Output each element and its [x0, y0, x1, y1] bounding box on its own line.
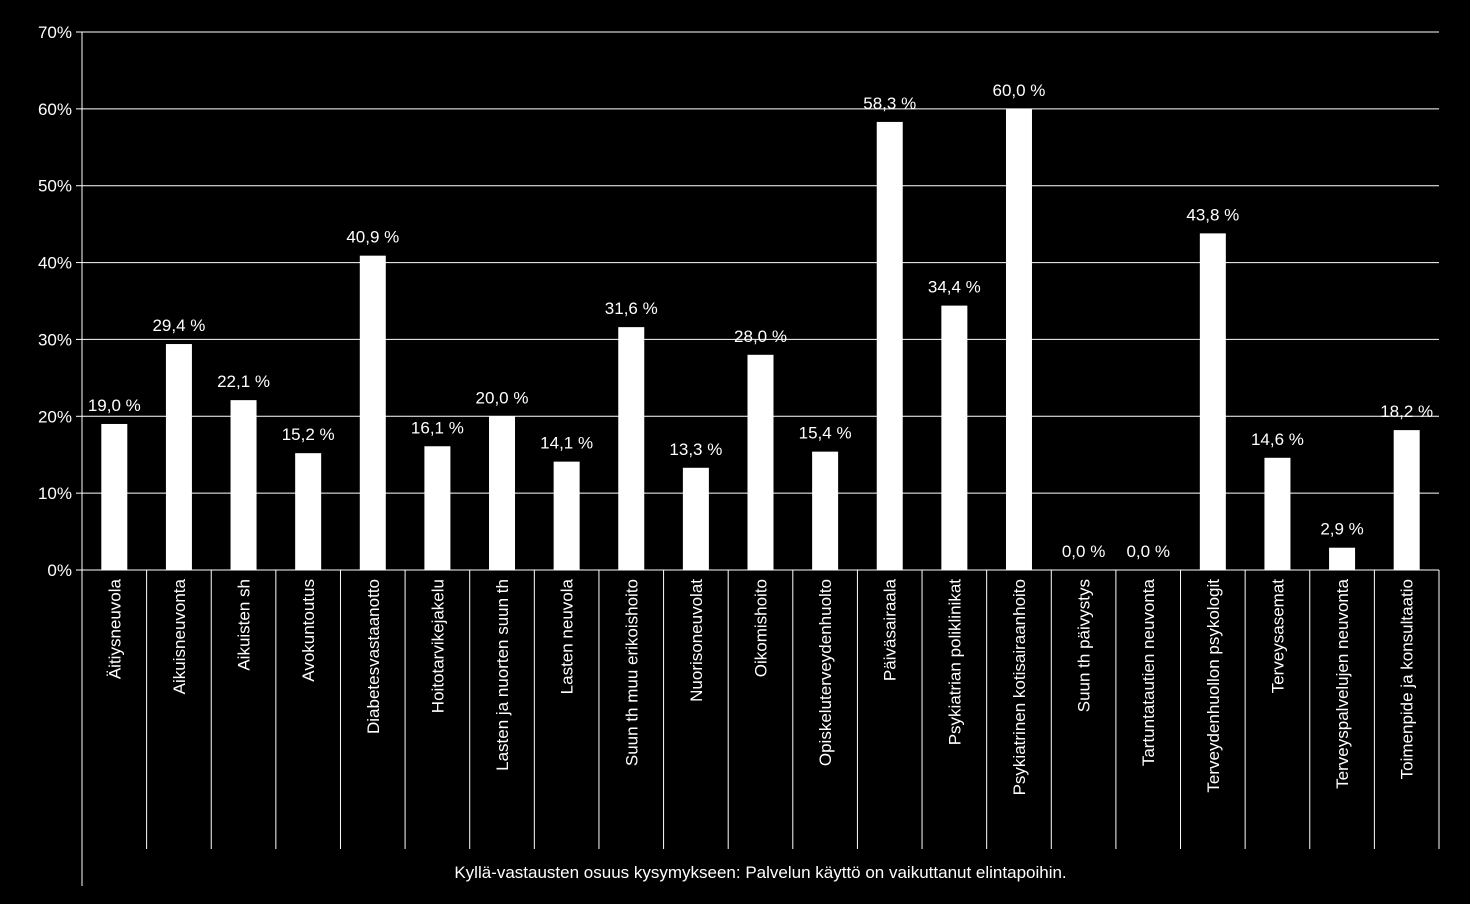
bar [747, 354, 774, 570]
data-label: 15,2 % [282, 425, 335, 444]
y-tick-label: 20% [38, 407, 72, 426]
bar [424, 446, 451, 570]
bar [1329, 547, 1356, 570]
bar [101, 423, 128, 570]
category-label: Terveyspalvelujen neuvonta [1333, 578, 1352, 788]
bar [295, 453, 322, 570]
category-label: Lasten ja nuorten suun th [493, 579, 512, 771]
bar [1005, 108, 1032, 570]
category-label: Aikuisten sh [235, 579, 254, 671]
data-label: 34,4 % [928, 278, 981, 297]
data-label: 29,4 % [152, 316, 205, 335]
category-label: Äitiysneuvola [105, 578, 124, 679]
bar [1393, 430, 1420, 570]
data-label: 15,4 % [799, 424, 852, 443]
category-label: Psykiatrian poliklinikat [945, 579, 964, 746]
category-label: Terveysasemat [1268, 579, 1287, 694]
category-label: Opiskeluterveydenhuolto [816, 579, 835, 766]
data-label: 14,6 % [1251, 430, 1304, 449]
data-label: 13,3 % [669, 440, 722, 459]
bar [230, 400, 257, 570]
data-label: 22,1 % [217, 372, 270, 391]
data-label: 19,0 % [88, 396, 141, 415]
bar [489, 416, 516, 570]
category-label: Tartuntatautien neuvonta [1139, 578, 1158, 766]
category-label: Suun th päivystys [1075, 579, 1094, 712]
y-tick-label: 60% [38, 100, 72, 119]
category-label: Hoitotarvikejakelu [428, 579, 447, 713]
bar [618, 327, 645, 570]
bar [682, 467, 709, 570]
x-axis-label: Kyllä-vastausten osuus kysymykseen: Palv… [454, 863, 1066, 882]
bar [941, 305, 968, 570]
bar [876, 121, 903, 571]
category-label: Suun th muu erikoishoito [622, 579, 641, 766]
category-label: Lasten neuvola [558, 578, 577, 694]
category-label: Terveydenhuollon psykologit [1204, 579, 1223, 793]
data-label: 28,0 % [734, 327, 787, 346]
y-tick-label: 0% [47, 561, 72, 580]
bar [359, 255, 386, 570]
category-label: Oikomishoito [752, 579, 771, 677]
data-label: 60,0 % [993, 81, 1046, 100]
gridlines [82, 31, 1439, 494]
category-label: Psykiatrinen kotisairaanhoito [1010, 579, 1029, 795]
x-axis: Äitiysneuvola Aikuisneuvonta Aikuisten sh A… [82, 569, 1440, 849]
y-axis: 0% 10% 20% 30% 40% 50% 60% 70% [38, 23, 83, 886]
y-tick-label: 50% [38, 177, 72, 196]
bar [1199, 233, 1226, 570]
data-label: 58,3 % [863, 94, 916, 113]
category-label: Diabetesvastaanotto [364, 579, 383, 734]
bar [812, 451, 839, 570]
data-label: 14,1 % [540, 434, 593, 453]
data-label: 31,6 % [605, 299, 658, 318]
category-label: Nuorisoneuvolat [687, 579, 706, 702]
data-label: 20,0 % [476, 388, 529, 407]
data-label: 43,8 % [1186, 205, 1239, 224]
data-labels: 19,0 % 29,4 % 22,1 % 15,2 % 40,9 % 16,1 % 20,0… [88, 81, 1433, 561]
bar [1264, 457, 1291, 570]
category-label: Aikuisneuvonta [170, 578, 189, 694]
y-tick-label: 30% [38, 330, 72, 349]
data-label: 18,2 % [1380, 402, 1433, 421]
data-label: 40,9 % [346, 228, 399, 247]
data-label: 0,0 % [1062, 542, 1105, 561]
category-label: Avokuntoutus [299, 579, 318, 682]
data-label: 16,1 % [411, 418, 464, 437]
data-label: 0,0 % [1126, 542, 1169, 561]
category-label: Päiväsairaala [881, 578, 900, 681]
y-tick-label: 10% [38, 484, 72, 503]
category-label: Toimenpide ja konsultaatio [1398, 579, 1417, 779]
bar [165, 344, 192, 570]
bars [101, 108, 1420, 571]
data-label: 2,9 % [1320, 520, 1363, 539]
y-tick-label: 70% [38, 23, 72, 42]
bar [553, 461, 580, 570]
y-tick-label: 40% [38, 254, 72, 273]
